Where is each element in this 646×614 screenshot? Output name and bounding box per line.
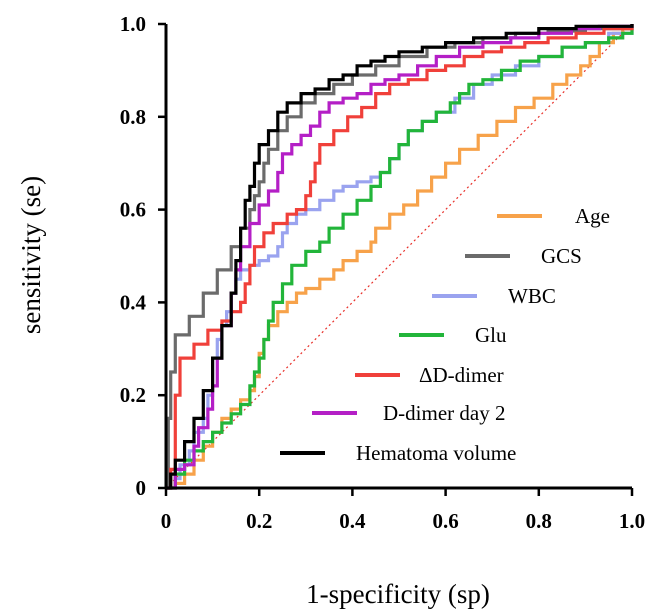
- legend-label-hematoma-volume: Hematoma volume: [356, 441, 516, 465]
- x-tick-label: 1.0: [619, 509, 645, 533]
- series-line--d-dimer: [166, 24, 634, 490]
- x-tick-label: 0.6: [432, 509, 458, 533]
- axes: 00 0.2 0.2 0.4 0.4 0.6 0.6 0.8 0.8 1.0 1.0: [120, 12, 645, 533]
- x-axis-title: 1-specificity (sp): [306, 579, 490, 609]
- y-tick-label: 0.4: [120, 290, 147, 314]
- legend-label-age: Age: [575, 204, 610, 228]
- y-tick-label: 1.0: [120, 12, 146, 36]
- series-line-d-dimer-day-2: [166, 24, 634, 490]
- legend-label--d-dimer: ΔD-dimer: [419, 363, 504, 387]
- plot-area: [165, 23, 634, 490]
- x-tick-label: 0.4: [339, 509, 366, 533]
- series-line-age: [166, 24, 634, 490]
- legend-label-gcs: GCS: [541, 244, 582, 268]
- y-axis-title: sensitivity (se): [16, 176, 46, 334]
- series-line-hematoma-volume: [166, 24, 634, 490]
- x-tick-label: 0.2: [246, 509, 272, 533]
- legend-label-wbc: WBC: [508, 284, 556, 308]
- y-tick-label: 0.6: [120, 198, 146, 222]
- legend-label-glu: Glu: [475, 323, 507, 347]
- y-tick-label: 0: [136, 476, 147, 500]
- series-line-glu: [166, 24, 634, 490]
- x-tick-label: 0: [161, 509, 172, 533]
- y-tick-label: 0.2: [120, 383, 146, 407]
- x-tick-label: 0.8: [526, 509, 552, 533]
- legend-label-d-dimer-day-2: D-dimer day 2: [383, 401, 505, 425]
- y-tick-label: 0.8: [120, 105, 146, 129]
